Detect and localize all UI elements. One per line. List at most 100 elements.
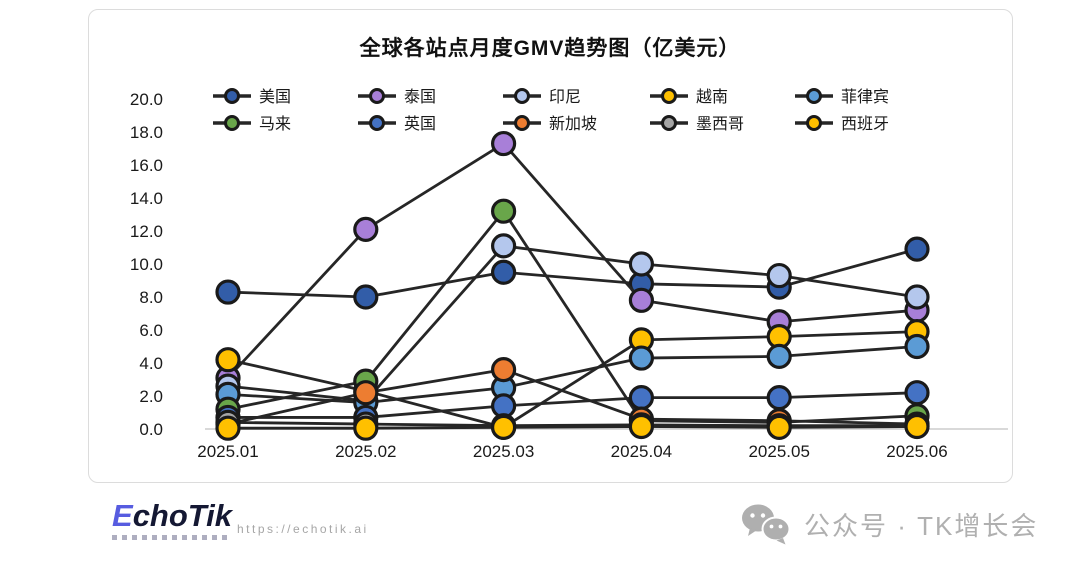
data-point-新加坡-2025.03 [491,357,517,383]
data-point-印尼-2025.06 [904,284,930,310]
y-tick-label: 8.0 [139,288,163,307]
series-墨西哥 [215,409,930,439]
legend-item-印尼: 印尼 [503,88,581,106]
series-line-新加坡 [227,368,918,426]
data-point-菲律宾-2025.04 [628,345,655,371]
series-line-菲律宾 [227,345,918,405]
data-point-泰国-2025.03 [491,130,517,157]
x-tick-label: 2025.01 [197,442,258,461]
legend-label-新加坡: 新加坡 [549,115,597,133]
legend-item-越南: 越南 [650,88,728,106]
data-point-美国-2025.01 [215,279,241,305]
series-line-马来 [227,209,918,424]
legend-marker-美国 [224,88,240,104]
legend-marker-马来 [224,115,240,131]
data-point-越南-2025.01 [215,347,241,373]
legend-marker-印尼 [514,88,530,104]
data-point-美国-2025.02 [353,284,379,310]
data-point-美国-2025.03 [491,259,517,285]
logo-wordmark: EchoTik [112,500,232,531]
legend-marker-新加坡 [514,115,530,131]
wechat-account: 公众号 · TK增长会 [740,503,1038,545]
legend-label-马来: 马来 [259,115,291,133]
legend-marker-越南 [661,88,677,104]
legend-label-印尼: 印尼 [549,88,581,106]
y-tick-label: 0.0 [139,420,163,439]
logo-tagline [112,535,230,540]
data-point-西班牙-2025.01 [215,415,241,441]
logo-rest: choTik [132,498,233,533]
x-tick-label: 2025.04 [611,442,672,461]
legend-marker-菲律宾 [806,88,822,104]
legend-item-新加坡: 新加坡 [503,115,597,133]
legend-marker-泰国 [369,88,385,104]
website-url: https://echotik.ai [237,522,369,536]
legend-label-英国: 英国 [404,115,436,133]
y-tick-label: 16.0 [130,156,163,175]
series-马来 [215,198,930,435]
x-tick-label: 2025.02 [335,442,396,461]
logo-letter-e: E [112,498,133,533]
series-泰国 [215,130,930,391]
legend-item-西班牙: 西班牙 [795,115,889,133]
data-point-西班牙-2025.06 [904,413,930,440]
legend-marker-西班牙 [806,115,822,131]
y-tick-label: 2.0 [139,387,163,406]
y-tick-label: 20.0 [130,90,163,109]
y-tick-label: 12.0 [130,222,163,241]
legend-marker-墨西哥 [661,115,677,131]
series-西班牙 [215,413,930,441]
y-tick-label: 18.0 [130,123,163,142]
wechat-icon [742,504,791,545]
data-point-西班牙-2025.04 [628,413,655,440]
legend-marker-英国 [369,115,385,131]
data-point-泰国-2025.04 [628,287,655,313]
series-line-印尼 [227,244,918,403]
data-point-菲律宾-2025.06 [904,333,930,360]
x-tick-label: 2025.06 [886,442,947,461]
legend-item-英国: 英国 [358,115,436,133]
series-line-泰国 [226,142,918,379]
data-point-西班牙-2025.05 [766,414,792,440]
data-point-英国-2025.06 [904,380,930,406]
series-印尼 [215,233,930,414]
x-tick-label: 2025.03 [473,442,534,461]
legend-label-墨西哥: 墨西哥 [696,116,744,133]
y-tick-label: 4.0 [139,354,163,373]
legend-item-马来: 马来 [213,115,291,133]
y-tick-label: 14.0 [130,189,163,208]
data-point-美国-2025.06 [904,236,930,262]
echotik-logo: EchoTik [112,500,232,540]
series-line-美国 [227,247,918,299]
data-point-马来-2025.03 [491,198,517,224]
y-tick-label: 10.0 [130,255,163,274]
chart-title: 全球各站点月度GMV趋势图（亿美元） [359,37,741,60]
legend-label-越南: 越南 [696,88,728,106]
legend-item-墨西哥: 墨西哥 [650,115,744,133]
x-tick-label: 2025.05 [748,442,809,461]
legend-item-泰国: 泰国 [358,88,436,106]
data-point-新加坡-2025.02 [353,380,379,406]
series-line-英国 [228,391,918,419]
data-point-英国-2025.04 [628,385,655,411]
wechat-account-label: 公众号 · TK增长会 [804,510,1039,541]
data-point-泰国-2025.02 [353,216,379,242]
series-line-越南 [227,330,918,429]
data-point-西班牙-2025.03 [491,414,517,440]
legend-label-菲律宾: 菲律宾 [841,88,889,106]
legend-item-菲律宾: 菲律宾 [795,88,889,106]
data-point-印尼-2025.04 [628,251,655,277]
data-point-印尼-2025.03 [491,233,517,259]
legend-label-美国: 美国 [259,88,291,106]
series-美国 [215,236,930,310]
legend-label-西班牙: 西班牙 [841,115,889,133]
data-point-西班牙-2025.02 [353,415,379,441]
legend-label-泰国: 泰国 [404,88,436,106]
series-line-西班牙 [228,425,918,430]
data-point-菲律宾-2025.05 [766,343,792,369]
legend-item-美国: 美国 [213,88,291,106]
data-point-印尼-2025.05 [766,262,792,289]
series-line-墨西哥 [227,421,917,428]
